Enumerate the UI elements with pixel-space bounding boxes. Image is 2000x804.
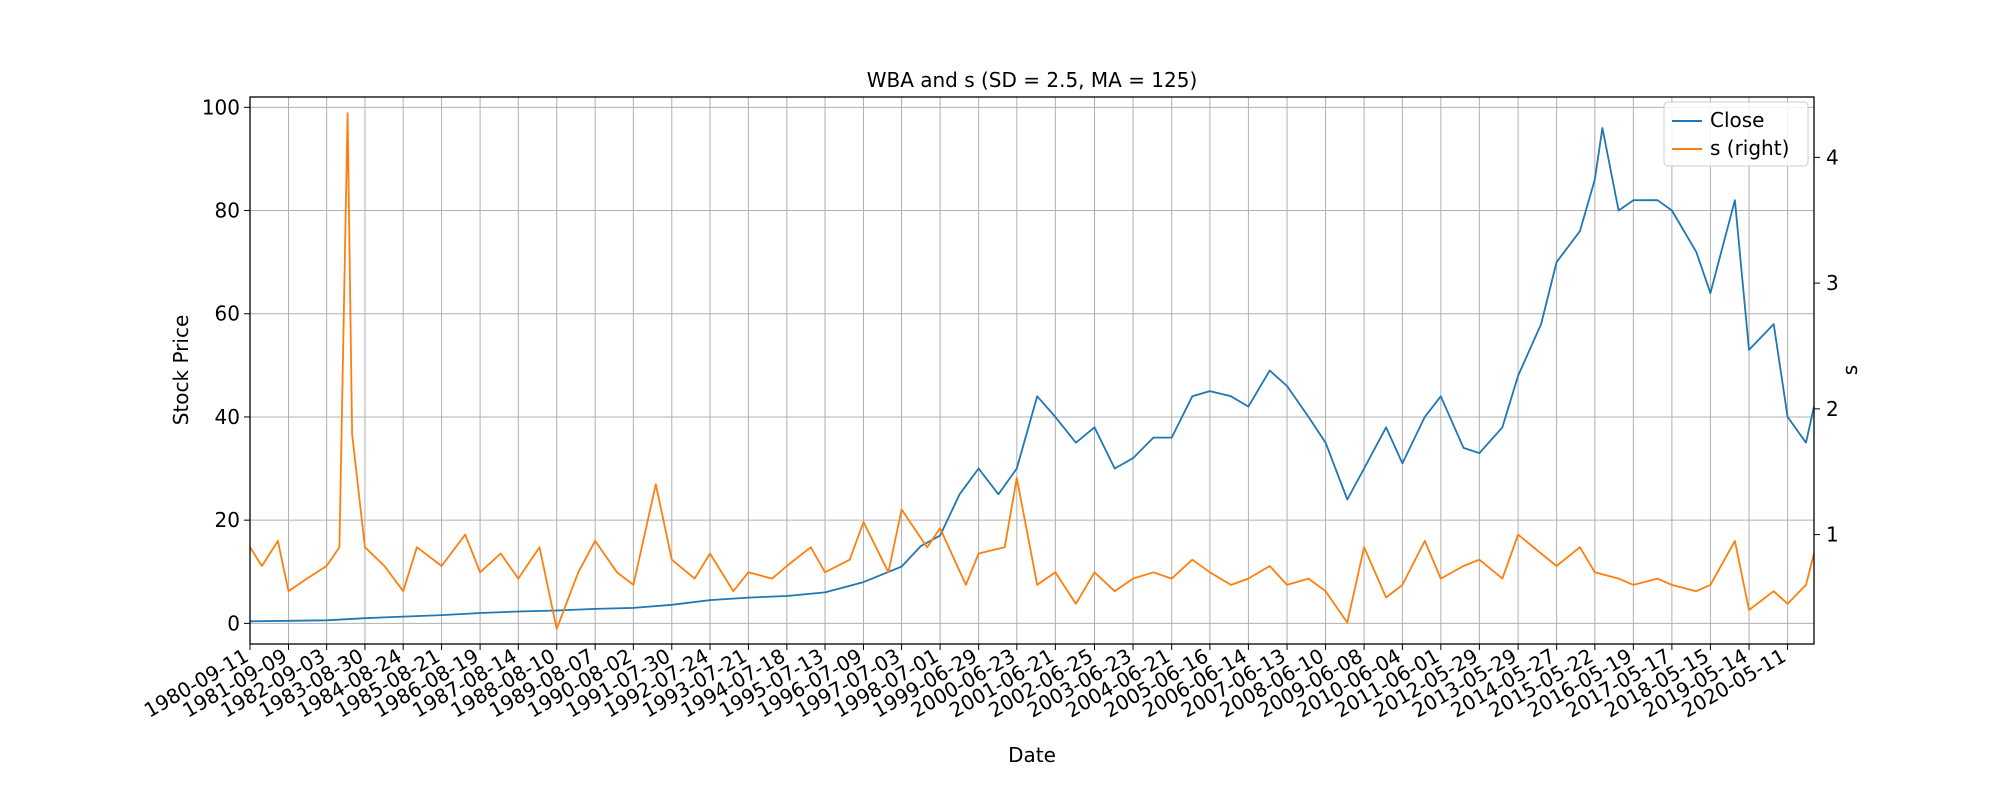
y-axis-left: 0 20 40 60 80 100 xyxy=(202,95,250,635)
legend-label-close: Close xyxy=(1710,108,1764,132)
y-tick-label: 0 xyxy=(227,611,240,635)
y-tick-label: 20 xyxy=(215,508,240,532)
y-axis-label: Stock Price xyxy=(169,315,193,426)
series-layer xyxy=(249,112,1815,630)
series-line-s xyxy=(249,112,1815,630)
y-right-tick-label: 2 xyxy=(1826,397,1839,421)
y-tick-label: 100 xyxy=(202,95,240,119)
legend-label-s: s (right) xyxy=(1710,136,1789,160)
y-tick-label: 60 xyxy=(215,302,240,326)
grid-layer xyxy=(249,97,1814,644)
chart-title: WBA and s (SD = 2.5, MA = 125) xyxy=(867,68,1198,92)
y-tick-label: 80 xyxy=(215,199,240,223)
legend: Close s (right) xyxy=(1663,101,1809,167)
y-tick-label: 40 xyxy=(215,405,240,429)
x-axis-label: Date xyxy=(1008,743,1056,767)
y-right-tick-label: 3 xyxy=(1826,271,1839,295)
series-line-close xyxy=(249,127,1815,623)
y-axis-right-label: s xyxy=(1838,365,1862,375)
y-right-tick-label: 1 xyxy=(1826,523,1839,547)
plot-frame xyxy=(249,96,1815,645)
y-axis-right: 1 2 3 4 xyxy=(1814,145,1839,547)
y-right-tick-label: 4 xyxy=(1826,145,1839,169)
x-axis: 1980-09-111981-09-091982-09-031983-08-30… xyxy=(140,644,1790,723)
